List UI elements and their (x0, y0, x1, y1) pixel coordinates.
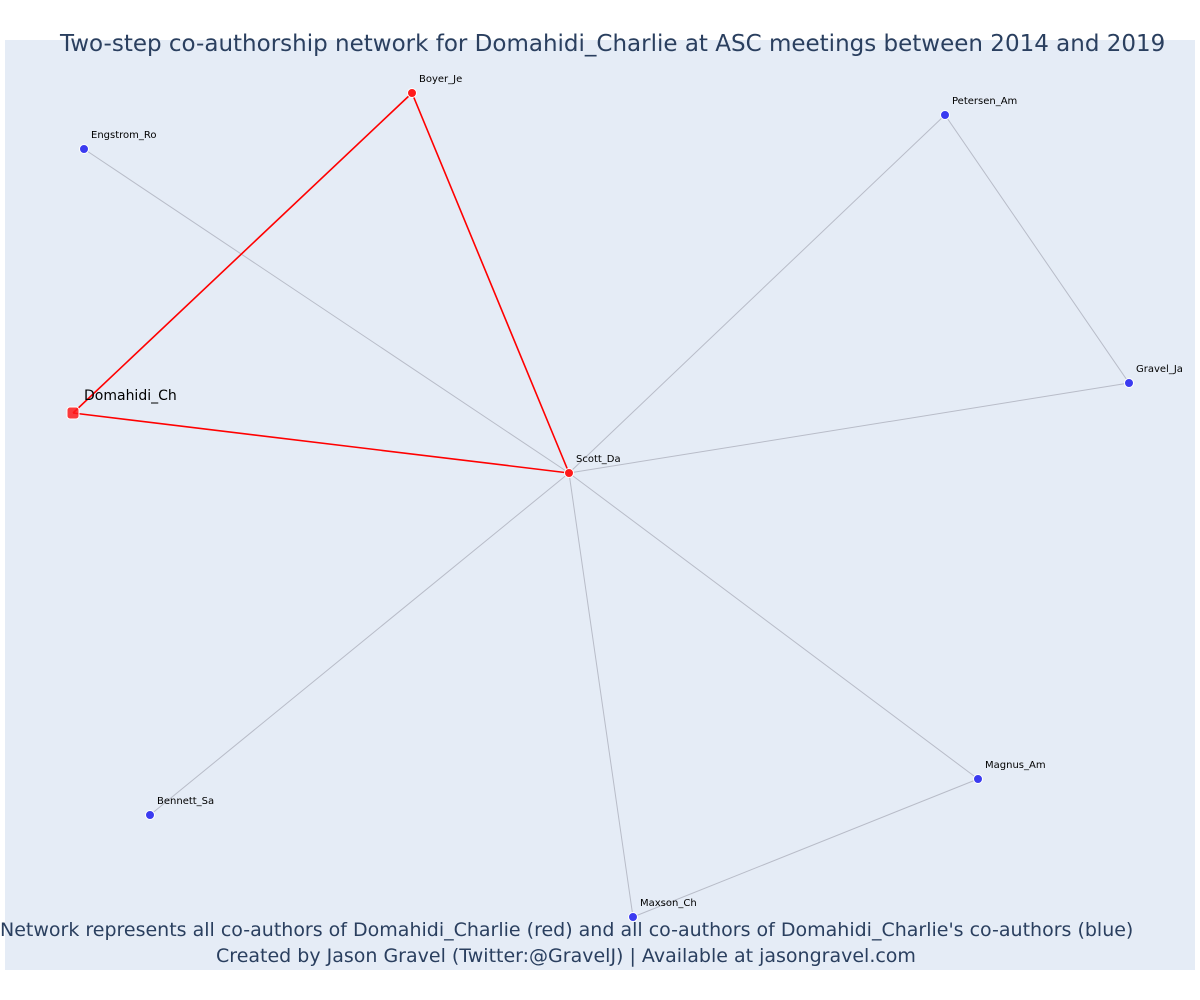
node-label-maxson-ch: Maxson_Ch (640, 898, 697, 909)
edge-scott-da-petersen-am (568, 114, 946, 474)
node-label-scott-da: Scott_Da (576, 454, 621, 465)
labels-layer: Domahidi_Ch Boyer_Je Scott_Da Engstrom_Ro Pe… (84, 74, 1183, 909)
nodes-layer (66, 88, 1134, 922)
node-magnus-am[interactable] (973, 774, 983, 784)
edge-scott-da-bennett-sa (149, 472, 570, 816)
edge-scott-da-maxson-ch (568, 472, 634, 918)
node-domahidi-ch[interactable] (66, 406, 80, 420)
node-engstrom-ro[interactable] (79, 144, 89, 154)
node-label-gravel-ja: Gravel_Ja (1136, 364, 1183, 375)
edge-petersen-am-gravel-ja (944, 114, 1130, 384)
node-gravel-ja[interactable] (1124, 378, 1134, 388)
edge-scott-da-engstrom-ro (83, 148, 570, 474)
caption-line-2: Created by Jason Gravel (Twitter:@Gravel… (216, 945, 916, 967)
edges-layer (72, 92, 1130, 918)
node-label-boyer-je: Boyer_Je (419, 74, 462, 85)
edge-scott-da-magnus-am (568, 472, 979, 780)
node-label-petersen-am: Petersen_Am (952, 96, 1017, 107)
edge-magnus-am-maxson-ch (632, 778, 979, 918)
edge-domahidi-ch-boyer-je (72, 92, 413, 414)
edge-boyer-je-scott-da (411, 92, 570, 474)
node-maxson-ch[interactable] (628, 912, 638, 922)
node-label-domahidi-ch: Domahidi_Ch (84, 388, 177, 404)
node-label-bennett-sa: Bennett_Sa (157, 796, 214, 807)
node-bennett-sa[interactable] (145, 810, 155, 820)
node-label-engstrom-ro: Engstrom_Ro (91, 130, 157, 141)
node-label-magnus-am: Magnus_Am (985, 760, 1046, 771)
caption-line-1: Network represents all co-authors of Dom… (0, 919, 1134, 941)
edge-domahidi-ch-scott-da (72, 412, 570, 474)
chart-title: Two-step co-authorship network for Domah… (60, 31, 1166, 57)
plot-area (5, 40, 1195, 970)
node-scott-da[interactable] (564, 468, 574, 478)
node-boyer-je[interactable] (407, 88, 417, 98)
edge-scott-da-gravel-ja (568, 382, 1130, 474)
node-petersen-am[interactable] (940, 110, 950, 120)
